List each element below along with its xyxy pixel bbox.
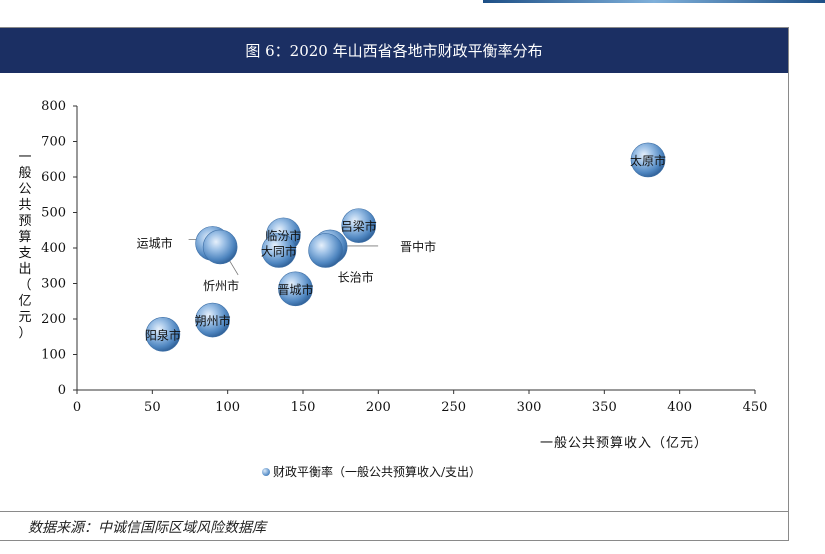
y-axis-label: 一般公共预算支出（亿元） bbox=[18, 150, 32, 341]
x-tick-label: 100 bbox=[215, 400, 240, 415]
y-tick-label: 800 bbox=[41, 99, 66, 114]
y-tick-label: 200 bbox=[41, 312, 66, 327]
x-tick-label: 400 bbox=[667, 400, 692, 415]
bubble-label: 临汾市 bbox=[265, 228, 301, 243]
bubble-label: 晋城市 bbox=[277, 282, 313, 297]
chart-title-text: 图 6：2020 年山西省各地市财政平衡率分布 bbox=[245, 42, 543, 60]
x-tick-label: 200 bbox=[366, 400, 391, 415]
x-axis-label: 一般公共预算收入（亿元） bbox=[540, 436, 709, 451]
x-tick-label: 150 bbox=[291, 400, 316, 415]
y-tick-label: 300 bbox=[41, 277, 66, 292]
bubble-label: 阳泉市 bbox=[145, 327, 181, 342]
bubble-label: 长治市 bbox=[338, 269, 374, 284]
source-divider bbox=[0, 511, 788, 512]
bubble-label: 大同市 bbox=[261, 243, 297, 258]
bubble-label: 忻州市 bbox=[203, 278, 239, 293]
source-note: 数据来源：中诚信国际区域风险数据库 bbox=[28, 520, 266, 536]
data-bubble bbox=[145, 316, 181, 352]
header-accent-bar bbox=[483, 0, 825, 3]
chart-title: 图 6：2020 年山西省各地市财政平衡率分布 bbox=[0, 28, 788, 73]
y-tick-label: 600 bbox=[41, 170, 66, 185]
data-bubble bbox=[261, 233, 297, 268]
bubble-label: 吕梁市 bbox=[341, 219, 377, 234]
x-tick-label: 300 bbox=[517, 400, 542, 415]
data-bubble bbox=[341, 208, 377, 243]
y-tick-label: 100 bbox=[41, 348, 66, 363]
data-bubble bbox=[278, 271, 313, 307]
bubble-label: 朔州市 bbox=[195, 313, 231, 328]
legend-marker bbox=[262, 467, 270, 476]
x-tick-label: 250 bbox=[441, 400, 466, 415]
data-bubble bbox=[630, 142, 666, 178]
y-tick-label: 500 bbox=[41, 206, 66, 221]
y-tick-label: 0 bbox=[58, 383, 66, 398]
legend-label: 财政平衡率（一般公共预算收入/支出） bbox=[273, 465, 482, 479]
x-tick-label: 350 bbox=[592, 400, 617, 415]
data-bubble bbox=[202, 229, 238, 265]
y-tick-label: 700 bbox=[41, 135, 66, 150]
x-tick-label: 450 bbox=[743, 400, 768, 415]
bubble-label: 运城市 bbox=[137, 235, 173, 250]
x-tick-label: 0 bbox=[73, 400, 81, 415]
y-tick-label: 400 bbox=[41, 241, 66, 256]
bubble-label: 晋中市 bbox=[400, 239, 436, 254]
x-tick-label: 50 bbox=[144, 400, 161, 415]
legend: 财政平衡率（一般公共预算收入/支出） bbox=[262, 463, 481, 480]
bubble-label: 太原市 bbox=[630, 153, 666, 168]
data-bubble bbox=[308, 233, 343, 268]
figure-frame bbox=[0, 27, 789, 541]
data-bubble bbox=[195, 302, 230, 338]
